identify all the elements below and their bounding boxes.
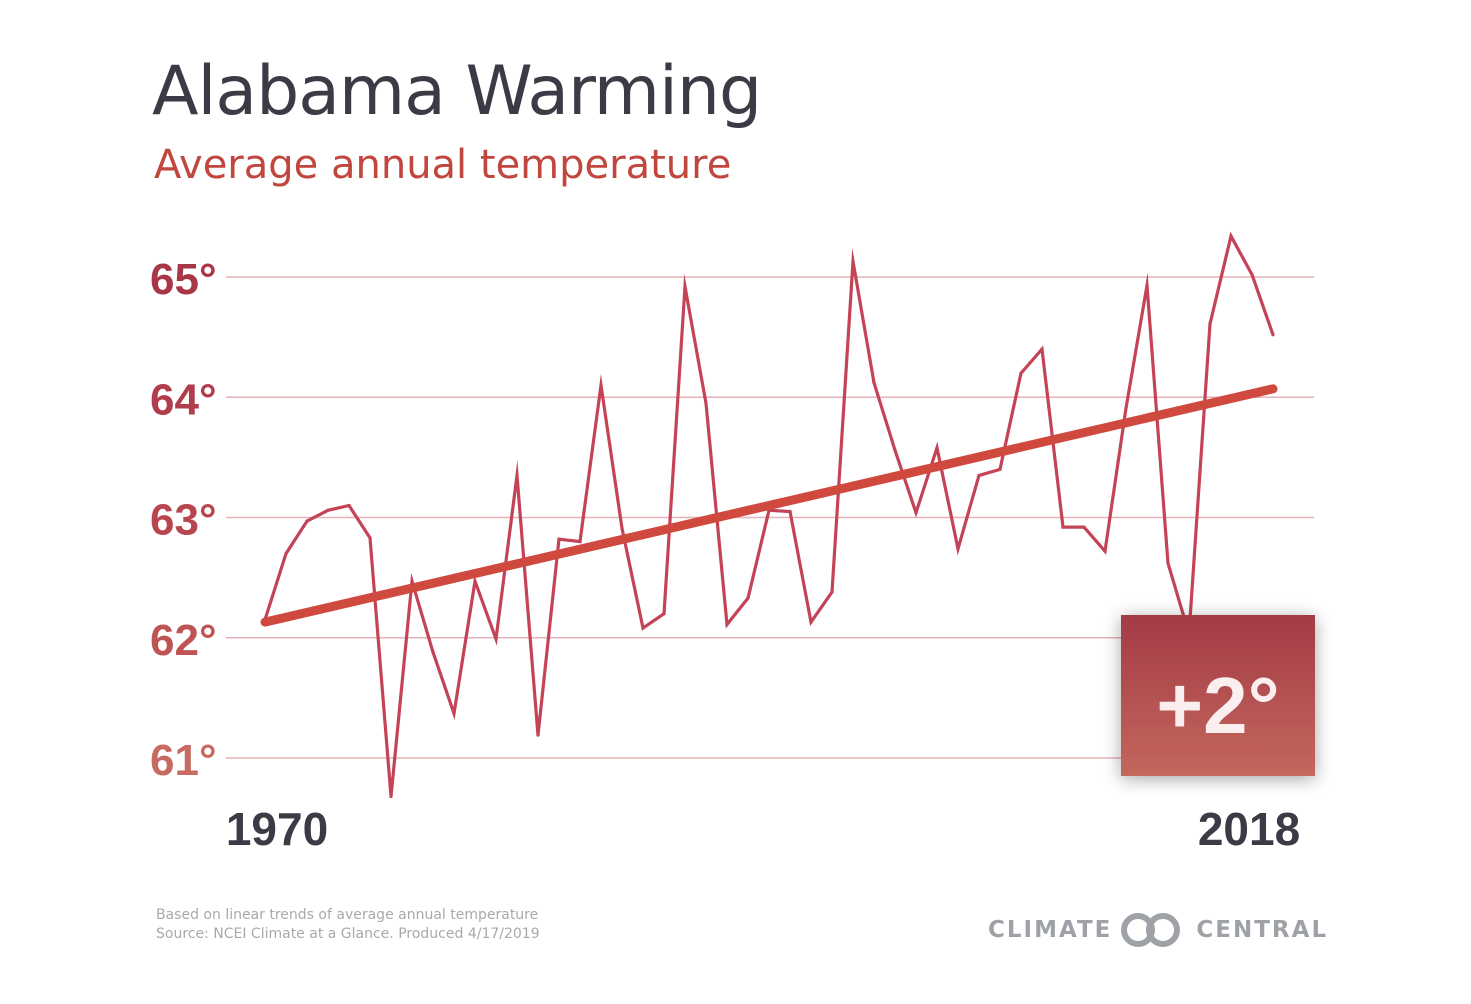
data-point — [326, 508, 330, 512]
data-point — [1145, 283, 1149, 288]
data-point — [998, 467, 1002, 471]
data-point — [1040, 347, 1044, 351]
data-point — [809, 620, 813, 624]
data-point — [641, 626, 645, 630]
data-point — [473, 579, 477, 583]
data-point — [536, 733, 540, 737]
data-point — [431, 650, 435, 654]
data-point — [557, 537, 561, 541]
data-point — [1124, 406, 1128, 410]
y-tick-label: 63° — [150, 496, 217, 545]
data-point — [284, 551, 288, 556]
data-point — [1061, 525, 1065, 529]
data-point — [599, 383, 603, 387]
data-point — [662, 612, 666, 616]
data-point — [956, 547, 960, 551]
data-point — [851, 259, 855, 263]
y-tick-label: 62° — [150, 616, 217, 665]
data-point — [305, 519, 309, 523]
data-point — [788, 509, 792, 514]
data-point — [704, 401, 708, 405]
data-point — [872, 381, 876, 385]
climate-central-logo: CLIMATE CENTRAL — [988, 912, 1328, 948]
series-layer — [260, 231, 1278, 799]
data-point — [1208, 322, 1212, 326]
change-badge-label: +2° — [1156, 661, 1279, 750]
data-point — [620, 526, 624, 530]
data-point — [1019, 371, 1023, 375]
data-point — [452, 711, 456, 716]
data-point — [893, 448, 897, 452]
x-tick-label: 2018 — [1198, 803, 1300, 855]
data-point — [1166, 561, 1170, 565]
linked-rings-icon — [1121, 913, 1181, 947]
data-point — [977, 473, 981, 478]
data-point — [1103, 549, 1107, 553]
logo-text-central: CENTRAL — [1196, 917, 1329, 943]
data-point — [1250, 272, 1254, 277]
y-tick-label: 64° — [150, 375, 217, 424]
data-point — [368, 536, 372, 540]
y-axis-labels: 65° 64° 63° 62° 61° — [150, 255, 217, 785]
chart-subtitle: Average annual temperature — [154, 142, 732, 188]
data-point — [830, 590, 834, 594]
chart-title: Alabama Warming — [152, 52, 762, 131]
data-point — [389, 794, 393, 799]
change-badge-box — [1121, 615, 1315, 776]
data-point — [347, 503, 351, 508]
data-point — [1229, 234, 1233, 238]
data-point — [1271, 333, 1275, 337]
data-point — [725, 622, 729, 627]
change-badge: +2° — [1121, 615, 1315, 776]
y-tick-label: 61° — [150, 736, 217, 785]
trend-line — [260, 384, 1278, 627]
logo-text-climate: CLIMATE — [988, 917, 1113, 943]
data-point — [410, 579, 414, 583]
data-point — [746, 596, 750, 600]
footnote: Based on linear trends of average annual… — [156, 906, 540, 944]
x-axis-labels: 1970 2018 — [226, 803, 1300, 855]
footnote-line-1: Based on linear trends of average annual… — [156, 907, 539, 923]
x-tick-label: 1970 — [226, 803, 328, 855]
data-point — [1082, 525, 1086, 529]
data-point — [578, 539, 582, 544]
footnote-line-2: Source: NCEI Climate at a Glance. Produc… — [156, 926, 540, 942]
y-tick-label: 65° — [150, 255, 217, 304]
data-point — [683, 285, 687, 289]
data-point — [935, 446, 939, 450]
data-point — [515, 473, 519, 478]
data-point — [914, 511, 918, 515]
data-point — [494, 637, 498, 641]
